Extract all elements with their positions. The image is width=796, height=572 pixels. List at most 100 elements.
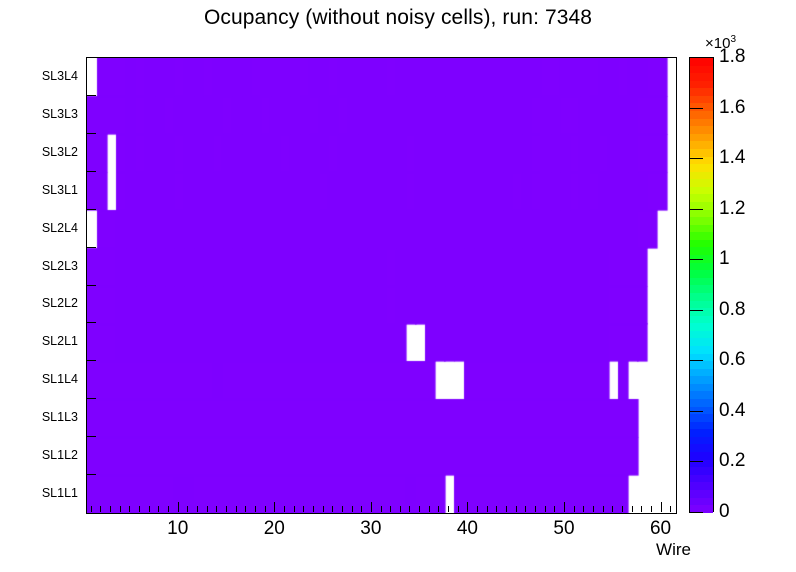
colorbar-segment: [690, 436, 713, 445]
x-tick: [563, 502, 565, 512]
x-tick: [380, 506, 382, 512]
colorbar-segment: [690, 406, 713, 415]
colorbar-segment: [690, 164, 713, 172]
colorbar-segment: [690, 361, 713, 369]
colorbar-tick: [689, 360, 703, 361]
x-tick: [486, 506, 488, 512]
colorbar-tick: [689, 310, 703, 311]
colorbar-segment: [690, 80, 713, 89]
colorbar-segment: [690, 201, 713, 210]
colorbar-tick-label: 0.2: [719, 450, 746, 472]
y-tick-label-sl3l4: SL3L4: [41, 68, 78, 83]
x-tick: [148, 506, 150, 512]
colorbar-segment: [690, 171, 713, 180]
colorbar-tick: [689, 108, 703, 109]
x-tick: [293, 506, 295, 512]
colorbar-tick-label: 1: [719, 248, 730, 270]
x-tick: [226, 506, 227, 512]
x-tick: [187, 506, 189, 512]
colorbar-segment: [690, 489, 713, 498]
colorbar-tick-label: 0: [719, 501, 730, 522]
x-tick: [621, 506, 623, 512]
y-tick-label-sl1l4: SL1L4: [41, 372, 78, 387]
y-tick: [86, 209, 96, 210]
x-tick: [419, 506, 421, 512]
colorbar-multiplier-label: ×103: [705, 34, 736, 52]
colorbar-segment: [690, 376, 713, 384]
colorbar-tick: [689, 512, 703, 513]
x-tick: [197, 506, 199, 512]
y-tick-label-sl2l3: SL2L3: [41, 258, 78, 273]
colorbar-segment: [690, 505, 713, 513]
y-tick-label-sl3l1: SL3L1: [41, 182, 78, 197]
y-tick-label-sl3l3: SL3L3: [41, 106, 78, 121]
colorbar-segment: [690, 497, 713, 506]
x-tick: [158, 506, 160, 512]
colorbar-segment: [690, 103, 713, 112]
colorbar-segment: [690, 126, 713, 134]
colorbar-segment: [690, 262, 713, 271]
colorbar-segment: [690, 88, 713, 96]
x-tick: [641, 506, 643, 512]
colorbar-segment: [690, 399, 713, 407]
colorbar-segment: [690, 118, 713, 127]
x-tick: [283, 506, 285, 512]
x-tick: [525, 506, 527, 512]
y-tick-label-sl1l1: SL1L1: [41, 486, 78, 501]
colorbar-tick-label: 1.2: [719, 197, 746, 219]
colorbar[interactable]: [689, 57, 714, 513]
colorbar-segment: [690, 277, 713, 286]
colorbar-segment: [690, 217, 713, 225]
x-tick: [409, 506, 411, 512]
y-tick-label-sl2l4: SL2L4: [41, 220, 78, 235]
x-tick: [670, 506, 672, 512]
colorbar-segment: [690, 467, 713, 475]
colorbar-segment: [690, 345, 713, 354]
colorbar-segment: [690, 156, 713, 165]
colorbar-segment: [690, 338, 713, 346]
colorbar-segment: [690, 133, 713, 142]
x-tick: [428, 506, 430, 512]
heatmap-canvas[interactable]: [87, 58, 676, 513]
x-tick: [370, 502, 372, 512]
x-tick: [254, 506, 256, 512]
x-tick: [602, 506, 604, 512]
x-tick: [322, 506, 324, 512]
colorbar-tick-label: 1.8: [719, 46, 746, 67]
x-tick: [235, 506, 237, 512]
colorbar-tick: [689, 57, 703, 58]
colorbar-segment: [690, 58, 713, 66]
x-tick: [351, 506, 353, 512]
x-tick: [332, 506, 334, 512]
colorbar-segment: [690, 73, 713, 81]
heatmap-plot-area[interactable]: [86, 57, 677, 514]
colorbar-segment: [690, 414, 713, 422]
y-tick: [86, 398, 96, 399]
x-tick: [650, 506, 652, 512]
x-tick: [573, 506, 575, 512]
y-tick: [86, 436, 96, 437]
x-tick: [399, 506, 401, 512]
colorbar-segment: [690, 452, 713, 460]
x-tick: [506, 506, 508, 512]
x-tick: [515, 506, 517, 512]
x-tick-label: 20: [263, 518, 285, 539]
x-tick: [110, 506, 112, 512]
colorbar-segment: [690, 391, 713, 400]
x-tick: [390, 506, 392, 512]
x-tick: [139, 506, 141, 512]
x-tick: [100, 506, 102, 512]
colorbar-segment: [690, 300, 713, 309]
colorbar-multiplier-base: ×10: [705, 35, 731, 52]
x-tick: [274, 502, 276, 512]
y-tick: [86, 474, 96, 475]
x-axis-title: Wire: [656, 540, 691, 559]
x-tick: [477, 506, 479, 512]
colorbar-segment: [690, 247, 713, 256]
x-tick-label: 40: [456, 518, 478, 539]
x-tick-label: 50: [553, 518, 575, 539]
x-tick: [583, 506, 585, 512]
colorbar-segment: [690, 194, 713, 202]
x-tick: [534, 506, 536, 512]
colorbar-segment: [690, 224, 713, 233]
